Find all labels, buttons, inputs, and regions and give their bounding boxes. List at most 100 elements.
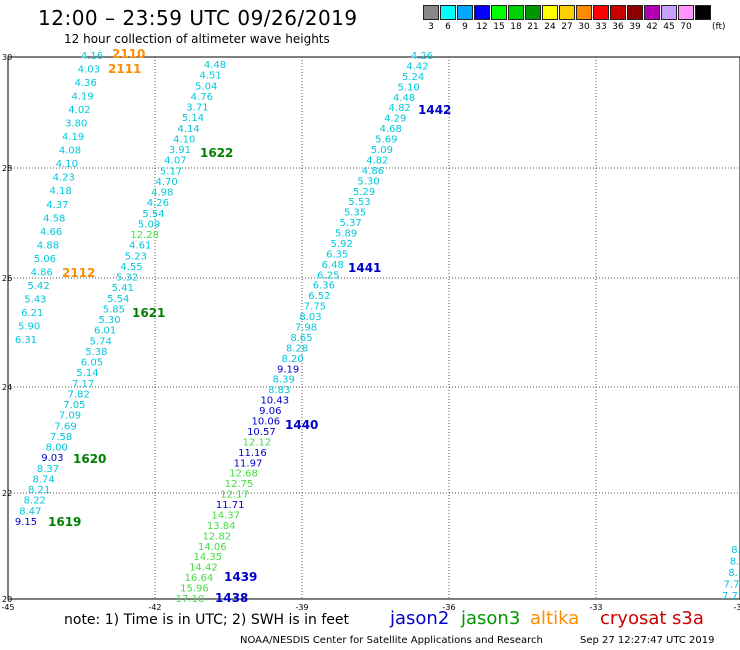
legend-label: 30 (578, 22, 590, 32)
wave-height-value: 4.26 (147, 198, 169, 209)
wave-height-value: 5.38 (85, 347, 107, 358)
wave-height-value: 5.04 (195, 81, 217, 92)
wave-height-value: 7.98 (295, 323, 317, 334)
legend-label: 33 (595, 22, 607, 32)
wave-height-value: 7.58 (50, 432, 72, 443)
wave-height-value: 4.19 (71, 92, 93, 103)
wave-height-value: 4.58 (43, 213, 65, 224)
legend-swatch (542, 5, 558, 20)
wave-height-value: 5.17 (160, 166, 182, 177)
lat-label: 26 (2, 274, 12, 283)
wave-height-value: 12.68 (229, 469, 258, 480)
wave-height-value: 7.7 (722, 591, 738, 602)
wave-height-value: 4.29 (384, 114, 406, 125)
wave-height-value: 4.48 (393, 93, 415, 104)
wave-height-value: 5.92 (331, 239, 353, 250)
wave-height-value: 12.82 (202, 531, 231, 542)
legend-swatch (695, 5, 711, 20)
wave-height-value: 7.82 (68, 389, 90, 400)
wave-height-value: 7.05 (63, 400, 85, 411)
wave-height-value: 5.69 (375, 135, 397, 146)
legend-swatch (508, 5, 524, 20)
pass-number-label: 1438 (215, 591, 248, 605)
wave-height-value: 8. (731, 545, 740, 556)
legend-label: 6 (445, 22, 451, 32)
wave-height-value: 10.43 (260, 396, 289, 407)
wave-height-value: 5.35 (344, 208, 366, 219)
wave-height-value: 5.90 (18, 321, 40, 332)
legend-label: 18 (510, 22, 522, 32)
wave-height-value: 4.66 (40, 227, 62, 238)
wave-height-value: 5.89 (335, 229, 357, 240)
wave-height-value: 8.03 (299, 312, 321, 323)
wave-height-value: 4.36 (75, 78, 97, 89)
axis-labels: -45 -42 -39 -36 -33 -30 30 28 26 24 22 20 (1, 53, 740, 612)
wave-height-value: 5.54 (107, 294, 129, 305)
pass-number-label: 1620 (73, 452, 106, 466)
lon-label: -42 (148, 603, 161, 612)
wave-height-value: 7.69 (54, 421, 76, 432)
wave-height-value: 8.74 (32, 474, 54, 485)
wave-height-value: 11.71 (216, 500, 245, 511)
wave-height-value: 5.53 (348, 197, 370, 208)
legend-swatch (423, 5, 439, 20)
wave-height-value: 4.07 (164, 156, 186, 167)
satellite-name: jason2 (390, 608, 450, 629)
wave-height-value: 4.86 (362, 166, 384, 177)
wave-height-value: 5.10 (397, 82, 419, 93)
pass-number-label: 2111 (108, 62, 141, 76)
legend-swatch (576, 5, 592, 20)
wave-height-value: 5.14 (182, 113, 204, 124)
wave-height-value: 6.36 (313, 281, 335, 292)
lon-label: -30 (733, 603, 740, 612)
legend-swatch (661, 5, 677, 20)
map-frame (7, 56, 740, 600)
satellite-name: s3a (672, 608, 704, 629)
legend-swatch (593, 5, 609, 20)
satellite-name: altika (530, 608, 580, 629)
wave-height-value: 5.30 (357, 176, 379, 187)
wave-height-value: 6.52 (308, 291, 330, 302)
wave-height-value: 4.14 (177, 124, 199, 135)
legend-swatch (627, 5, 643, 20)
map-title: 12:00 – 23:59 UTC 09/26/2019 (38, 6, 358, 30)
wave-height-value: 5.29 (353, 187, 375, 198)
wave-height-value: 4.03 (78, 65, 100, 76)
pass-number-label: 1622 (200, 146, 233, 160)
legend-label: 9 (462, 22, 468, 32)
wave-height-value: 12.28 (130, 230, 159, 241)
wave-height-value: 15.96 (180, 584, 209, 595)
wave-height-value: 4.76 (191, 92, 213, 103)
wave-height-value: 5.43 (24, 294, 46, 305)
wave-height-value: 4.19 (62, 132, 84, 143)
pass-number-label: 1440 (285, 418, 318, 432)
wave-height-value: 3.80 (65, 119, 87, 130)
lat-label: 28 (2, 164, 12, 173)
wave-height-value: 6.01 (94, 326, 116, 337)
wave-height-value: 4.98 (151, 188, 173, 199)
wave-height-value: 5.54 (142, 209, 164, 220)
wave-height-value: 4.51 (199, 71, 221, 82)
legend-swatch (559, 5, 575, 20)
legend-unit: (ft) (712, 22, 726, 32)
pass-number-label: 2110 (112, 47, 145, 61)
wave-height-value: 4.70 (156, 177, 178, 188)
wave-height-value: 4.82 (366, 155, 388, 166)
wave-height-value: 12.17 (220, 490, 249, 501)
legend-label: 45 (663, 22, 675, 32)
wave-height-value: 4.18 (49, 186, 71, 197)
map-subtitle: 12 hour collection of altimeter wave hei… (64, 32, 330, 46)
wave-height-value: 8.47 (19, 506, 41, 517)
legend-label: 70 (680, 22, 692, 32)
lat-label: 30 (2, 53, 12, 62)
lat-label: 24 (2, 383, 12, 392)
wave-height-value: 6.35 (326, 249, 348, 260)
wave-height-value: 10.57 (247, 427, 276, 438)
wave-height-value: 9.03 (41, 453, 63, 464)
wave-height-value: 4.82 (389, 103, 411, 114)
wave-height-value: 6.05 (81, 358, 103, 369)
wave-height-value: 14.42 (189, 563, 218, 574)
wave-height-value: 5.30 (98, 315, 120, 326)
legend-swatch (474, 5, 490, 20)
